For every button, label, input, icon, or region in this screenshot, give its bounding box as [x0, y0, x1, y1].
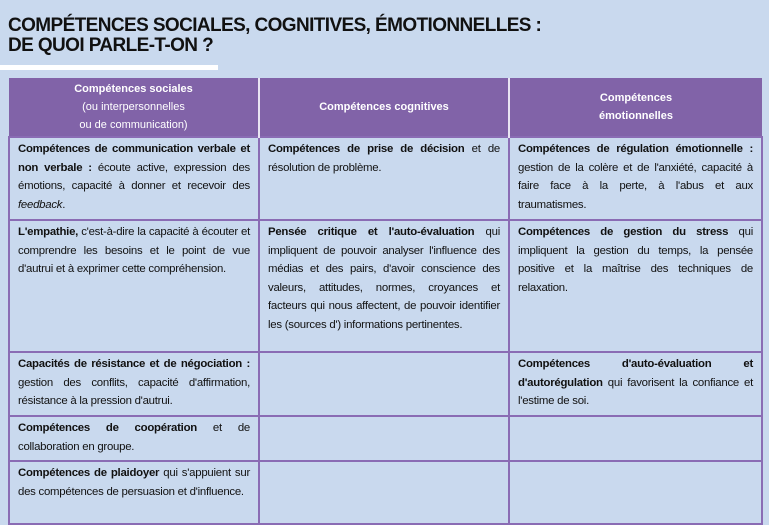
cell-text: écoute active, expression des émotions, …: [18, 161, 250, 193]
header-emotional-title-2: émotionnelles: [599, 110, 673, 122]
header-row: Compétences sociales (ou interpersonnelle…: [9, 78, 762, 137]
table-row: Compétences de coopération et de collabo…: [8, 415, 763, 462]
table-cell-empty: [258, 460, 510, 525]
table-cell: Compétences de plaidoyer qui s'appuient …: [8, 460, 260, 525]
table-cell: Compétences de régulation émotionnelle :…: [508, 136, 763, 221]
title-line-2: DE QUOI PARLE-T-ON ?: [8, 35, 214, 56]
header-emotional: Compétences émotionnelles: [508, 78, 762, 137]
header-social: Compétences sociales (ou interpersonnelle…: [9, 78, 259, 137]
cell-bold: Pensée critique et l'auto-évaluation: [268, 226, 475, 238]
cell-text: c'est-à-dire la capacité à écouter et co…: [18, 226, 250, 275]
table-cell-empty: [258, 415, 510, 462]
table-cell: Pensée critique et l'auto-évaluation qui…: [258, 219, 510, 353]
cell-text: gestion de la colère et de l'anxiété, ca…: [518, 161, 753, 211]
table-cell: Compétences de prise de décision et de r…: [258, 136, 510, 221]
table-row: L'empathie, c'est-à-dire la capacité à é…: [8, 219, 763, 353]
cell-text: .: [62, 198, 66, 211]
cell-italic: feedback: [18, 198, 63, 211]
header-cognitive-title: Compétences cognitives: [319, 101, 449, 113]
header-emotional-title-1: Compétences: [599, 92, 673, 104]
header-social-sub2: ou de communication): [79, 119, 188, 131]
cell-text: gestion des conflits, capacité d'affirma…: [18, 376, 250, 408]
cell-bold: Capacités de résistance et de négociatio…: [18, 358, 250, 370]
table-cell: Compétences de coopération et de collabo…: [8, 415, 260, 462]
table-cell-empty: [508, 415, 763, 462]
competences-table: Compétences sociales (ou interpersonnelle…: [8, 78, 763, 525]
cell-text: qui favorisent la confiance et l'estime …: [518, 376, 753, 408]
title-underline-bar: [0, 65, 218, 70]
table-row: Compétences de communication verbale et …: [8, 136, 763, 221]
header-social-sub1: (ou interpersonnelles: [82, 101, 185, 113]
cell-bold: Compétences d'auto-évaluation et d'autor…: [518, 358, 753, 389]
cell-bold: Compétences de plaidoyer: [18, 467, 160, 479]
page-title: COMPÉTENCES SOCIALES, COGNITIVES, ÉMOTIO…: [8, 15, 542, 56]
cell-bold: L'empathie,: [18, 226, 79, 238]
cell-text: qui impliquent de pouvoir analyser l'inf…: [268, 226, 500, 331]
table-cell-empty: [258, 351, 510, 417]
table-cell: Compétences de gestion du stress qui imp…: [508, 219, 763, 353]
cell-bold: Compétences de prise de décision: [268, 143, 465, 155]
table-cell: Compétences de communication verbale et …: [8, 136, 260, 221]
cell-bold: Compétences de communication verbale et …: [18, 143, 250, 174]
cell-text: qui s'appuient sur des compétences de pe…: [18, 467, 250, 498]
table-cell: Capacités de résistance et de négociatio…: [8, 351, 260, 417]
cell-text: et de résolution de problème.: [268, 143, 501, 174]
cell-bold: Compétences de coopération: [18, 422, 197, 434]
title-line-1: COMPÉTENCES SOCIALES, COGNITIVES, ÉMOTIO…: [8, 15, 542, 36]
header-cognitive: Compétences cognitives: [258, 78, 509, 137]
cell-bold: Compétences de gestion du stress: [518, 226, 729, 238]
table-cell-empty: [508, 460, 763, 525]
cell-text: qui impliquent la gestion du temps, la p…: [518, 226, 753, 294]
table-cell: Compétences d'auto-évaluation et d'autor…: [508, 351, 763, 417]
table-row: Capacités de résistance et de négociatio…: [8, 351, 763, 417]
header-social-title: Compétences sociales: [74, 83, 193, 95]
cell-bold: Compétences de régulation émotionnelle :: [518, 143, 753, 155]
table-row: Compétences de plaidoyer qui s'appuient …: [8, 460, 763, 525]
cell-text: et de collaboration en groupe.: [18, 422, 250, 453]
table-cell: L'empathie, c'est-à-dire la capacité à é…: [8, 219, 260, 353]
